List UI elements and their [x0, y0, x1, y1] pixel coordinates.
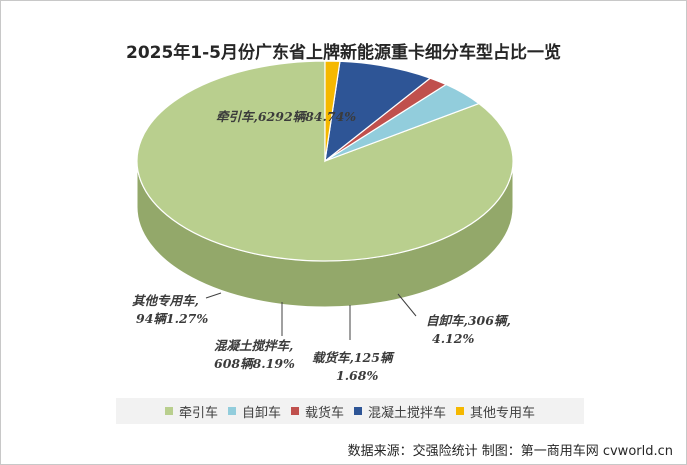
pie-slice-3: [324, 60, 432, 163]
legend-label-3: 混凝土搅拌车: [368, 405, 447, 421]
data-label-0: 牵引车,6292辆84.74%: [216, 109, 356, 124]
chart-title: 2025年1-5月份广东省上牌新能源重卡细分车型占比一览: [125, 43, 562, 63]
pie-labels: 牵引车,6292辆84.74% 自卸车,306辆, 4.12% 载货车,125辆 1.6…: [132, 109, 511, 383]
legend-swatch-0: [164, 407, 173, 415]
data-label-4-line2: 94辆1.27%: [136, 311, 208, 326]
data-label-1: 自卸车,306辆,: [426, 313, 511, 328]
data-label-4: 其他专用车,: [132, 293, 199, 308]
leader-line-4: [205, 292, 222, 299]
legend-item-2: 载货车: [290, 402, 344, 421]
data-label-3: 混凝土搅拌车,: [214, 338, 293, 353]
legend-swatch-4: [456, 407, 465, 415]
pie-slice-4: [324, 60, 341, 162]
legend-item-3: 混凝土搅拌车: [354, 402, 446, 421]
data-label-2-line2: 1.68%: [336, 368, 378, 383]
leader-line-1: [397, 293, 417, 317]
source-note: 数据来源：交强险统计 制图：第一商用车网 cvworld.cn: [347, 444, 673, 459]
legend-swatch-3: [354, 407, 362, 415]
legend-item-1: 自卸车: [227, 402, 281, 421]
legend-item-4: 其他专用车: [456, 402, 535, 421]
legend-item-0: 牵引车: [164, 402, 218, 421]
pie-leaders: [205, 292, 417, 340]
data-label-1-line2: 4.12%: [432, 331, 474, 346]
legend-label-2: 载货车: [304, 405, 344, 421]
legend: 牵引车 自卸车 载货车 混凝土搅拌车 其他专用车: [116, 398, 584, 424]
legend-swatch-2: [290, 407, 299, 415]
legend-label-0: 牵引车: [178, 405, 218, 421]
legend-label-4: 其他专用车: [470, 405, 536, 421]
data-label-2: 载货车,125辆: [312, 350, 395, 365]
data-label-3-line2: 608辆8.19%: [214, 356, 295, 371]
legend-label-1: 自卸车: [241, 405, 281, 421]
pie-top: [136, 60, 514, 262]
legend-swatch-1: [227, 407, 236, 415]
